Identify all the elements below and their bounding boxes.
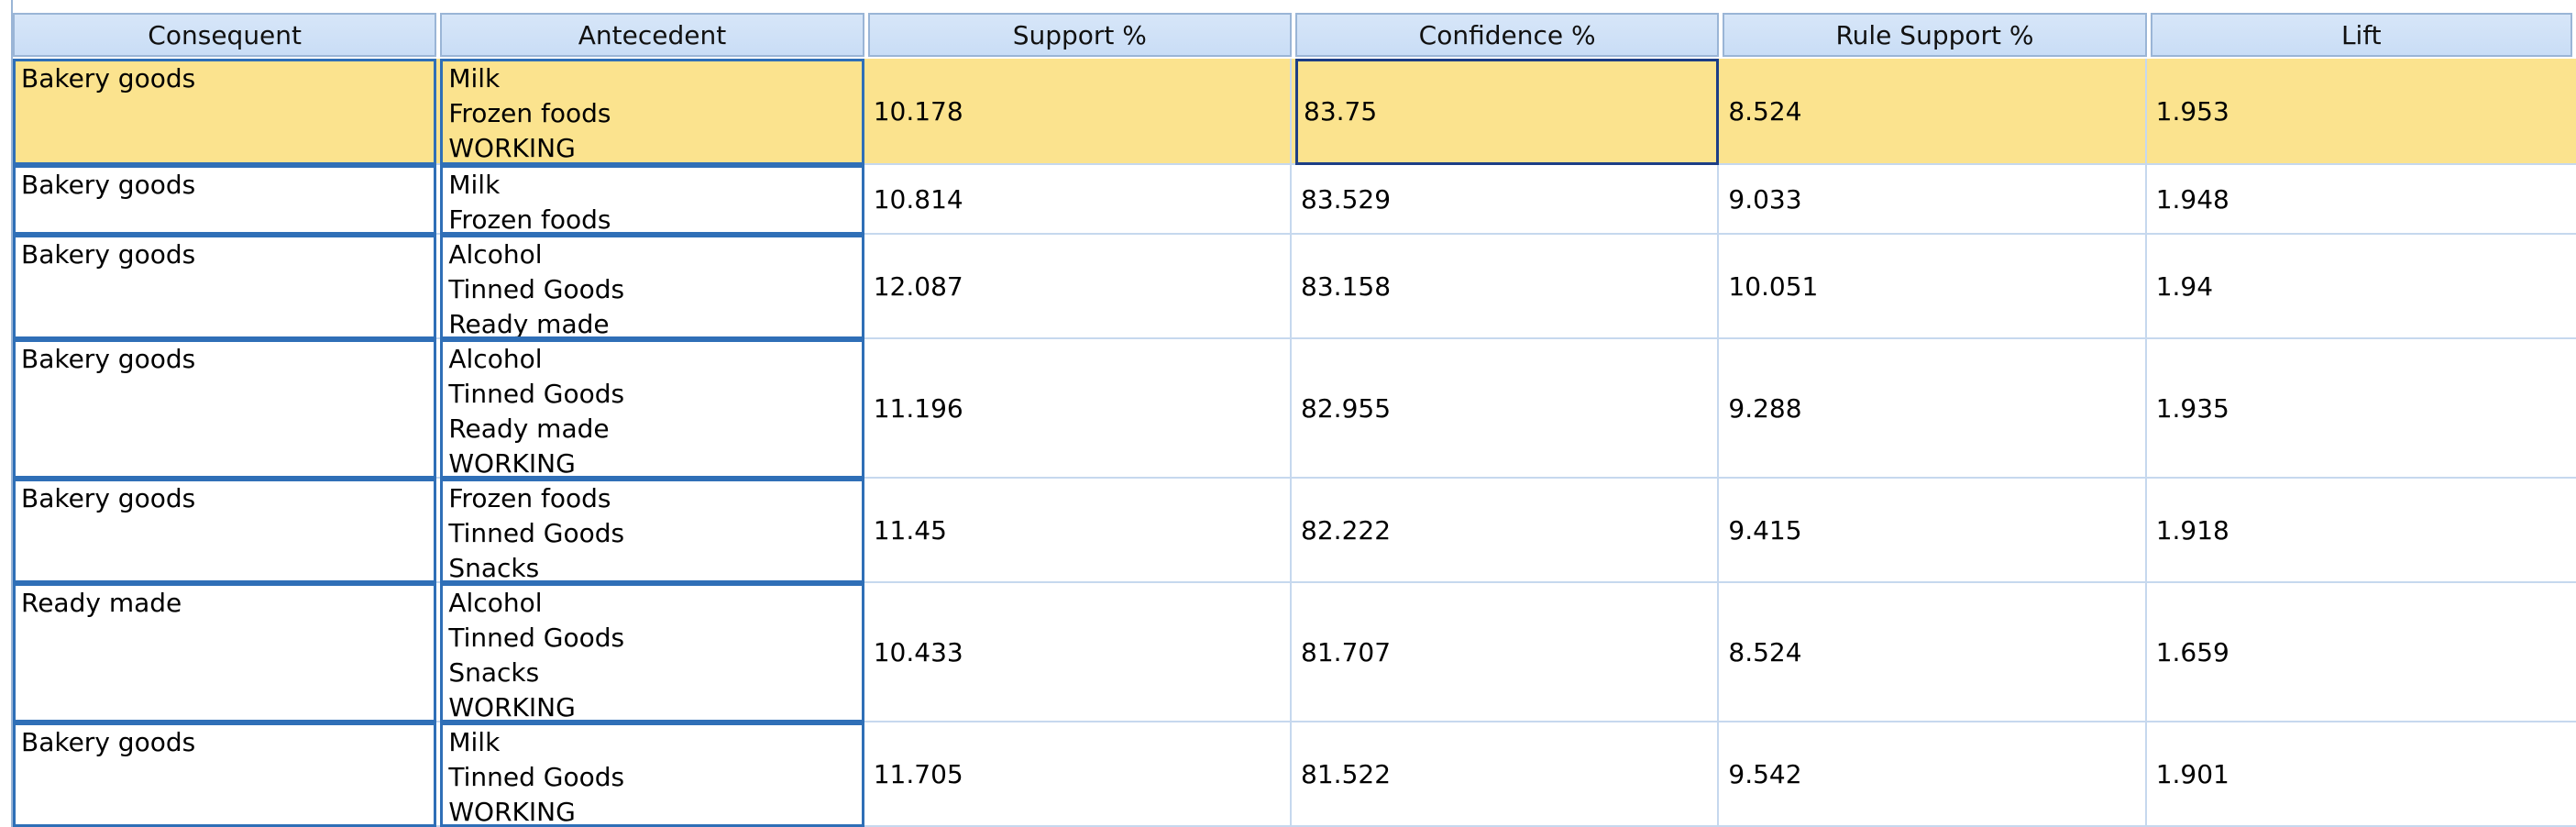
cell-support[interactable]: 10.433 xyxy=(868,583,1293,722)
column-header-confidence[interactable]: Confidence % xyxy=(1294,13,1720,57)
cell-support[interactable]: 10.814 xyxy=(868,165,1293,235)
table-row[interactable]: Bakery goods Alcohol Tinned Goods Ready mad… xyxy=(13,339,2576,479)
cell-antecedent[interactable]: Alcohol Tinned Goods Ready made xyxy=(440,235,864,339)
cell-consequent[interactable]: Bakery goods xyxy=(13,339,437,479)
antecedent-item: WORKING xyxy=(448,797,576,827)
antecedent-item: Milk xyxy=(448,63,501,94)
consequent-text: Ready made xyxy=(21,588,182,618)
cell-confidence[interactable]: 83.529 xyxy=(1295,165,1720,235)
cell-rule-support[interactable]: 9.033 xyxy=(1723,165,2147,235)
column-header-rule-support[interactable]: Rule Support % xyxy=(1723,13,2147,57)
cell-lift[interactable]: 1.953 xyxy=(2155,96,2229,127)
table-row[interactable]: Bakery goods Milk Frozen foods 10.814 83.529… xyxy=(13,165,2576,235)
cell-rule-support[interactable]: 9.415 xyxy=(1723,479,2147,583)
cell-antecedent[interactable]: Alcohol Tinned Goods Ready made WORKING xyxy=(440,339,864,479)
cell-antecedent[interactable]: Milk Frozen foods WORKING xyxy=(440,59,864,165)
cell-lift[interactable]: 1.935 xyxy=(2155,393,2229,424)
cell-antecedent[interactable]: Milk Tinned Goods WORKING xyxy=(440,722,864,827)
antecedent-item: Alcohol xyxy=(448,344,543,374)
antecedent-item: Tinned Goods xyxy=(448,762,625,792)
cell-consequent[interactable]: Bakery goods xyxy=(13,479,437,583)
cell-antecedent[interactable]: Milk Frozen foods xyxy=(440,165,864,235)
column-header-consequent[interactable]: Consequent xyxy=(13,13,437,57)
table-body: Bakery goods Milk Frozen foods WORKING 10.17… xyxy=(13,59,2576,827)
cell-confidence[interactable]: 81.707 xyxy=(1295,583,1720,722)
cell-rule-support[interactable]: 9.542 xyxy=(1723,722,2147,827)
consequent-text: Bakery goods xyxy=(21,344,196,374)
cell-confidence[interactable]: 82.955 xyxy=(1295,339,1720,479)
cell-consequent[interactable]: Ready made xyxy=(13,583,437,722)
antecedent-item: Tinned Goods xyxy=(448,518,625,548)
antecedent-item: Frozen foods xyxy=(448,483,611,513)
cell-rule-support[interactable]: 9.288 xyxy=(1723,339,2147,479)
column-header-support[interactable]: Support % xyxy=(867,13,1292,57)
cell-lift[interactable]: 1.659 xyxy=(2155,637,2229,667)
cell-lift[interactable]: 1.918 xyxy=(2155,515,2229,546)
antecedent-item: Ready made xyxy=(448,309,610,339)
table-row[interactable]: Bakery goods Milk Frozen foods WORKING 10.17… xyxy=(13,59,2576,165)
consequent-text: Bakery goods xyxy=(21,483,196,513)
antecedent-item: Snacks xyxy=(448,553,540,583)
antecedent-item: Snacks xyxy=(448,657,540,688)
antecedent-item: WORKING xyxy=(448,133,576,163)
table-row[interactable]: Bakery goods Alcohol Tinned Goods Ready mad… xyxy=(13,235,2576,339)
cell-confidence[interactable]: 81.522 xyxy=(1295,722,1720,827)
antecedent-item: Alcohol xyxy=(448,588,543,618)
cell-confidence[interactable]: 82.222 xyxy=(1295,479,1720,583)
consequent-text: Bakery goods xyxy=(21,727,196,757)
antecedent-item: Ready made xyxy=(448,414,610,444)
antecedent-item: Frozen foods xyxy=(448,98,611,128)
cell-lift[interactable]: 1.901 xyxy=(2155,759,2229,789)
cell-consequent[interactable]: Bakery goods xyxy=(13,165,437,235)
antecedent-item: Tinned Goods xyxy=(448,379,625,409)
cell-rule-support[interactable]: 8.524 xyxy=(1723,59,2147,165)
antecedent-item: Frozen foods xyxy=(448,204,611,235)
antecedent-item: Milk xyxy=(448,727,501,757)
cell-consequent[interactable]: Bakery goods xyxy=(13,59,437,165)
cell-consequent[interactable]: Bakery goods xyxy=(13,722,437,827)
cell-antecedent[interactable]: Frozen foods Tinned Goods Snacks xyxy=(440,479,864,583)
cell-consequent[interactable]: Bakery goods xyxy=(13,235,437,339)
consequent-text: Bakery goods xyxy=(21,63,196,94)
table-left-margin xyxy=(0,0,13,827)
cell-antecedent[interactable]: Alcohol Tinned Goods Snacks WORKING xyxy=(440,583,864,722)
cell-support[interactable]: 10.178 xyxy=(868,59,1292,165)
table-row[interactable]: Bakery goods Milk Tinned Goods WORKING 11.70… xyxy=(13,722,2576,827)
cell-support[interactable]: 11.196 xyxy=(868,339,1293,479)
cell-rule-support[interactable]: 10.051 xyxy=(1723,235,2147,339)
cell-lift[interactable]: 1.94 xyxy=(2155,271,2214,302)
antecedent-item: Tinned Goods xyxy=(448,623,625,653)
column-header-antecedent[interactable]: Antecedent xyxy=(440,13,864,57)
cell-rule-support[interactable]: 8.524 xyxy=(1723,583,2147,722)
antecedent-item: WORKING xyxy=(448,692,576,722)
consequent-text: Bakery goods xyxy=(21,170,196,200)
column-header-lift[interactable]: Lift xyxy=(2150,13,2572,57)
table-header-row: Consequent Antecedent Support % Confiden… xyxy=(13,13,2576,57)
table-row[interactable]: Bakery goods Frozen foods Tinned Goods Snac… xyxy=(13,479,2576,583)
cell-support[interactable]: 12.087 xyxy=(868,235,1293,339)
cell-support[interactable]: 11.45 xyxy=(868,479,1293,583)
consequent-text: Bakery goods xyxy=(21,239,196,270)
antecedent-item: Milk xyxy=(448,170,501,200)
cell-lift[interactable]: 1.948 xyxy=(2155,184,2229,215)
antecedent-item: Alcohol xyxy=(448,239,543,270)
cell-confidence[interactable]: 83.75 xyxy=(1295,59,1720,165)
cell-confidence[interactable]: 83.158 xyxy=(1295,235,1720,339)
antecedent-item: Tinned Goods xyxy=(448,274,625,304)
antecedent-item: WORKING xyxy=(448,448,576,479)
table-row[interactable]: Ready made Alcohol Tinned Goods Snacks WORKI… xyxy=(13,583,2576,722)
cell-support[interactable]: 11.705 xyxy=(868,722,1293,827)
